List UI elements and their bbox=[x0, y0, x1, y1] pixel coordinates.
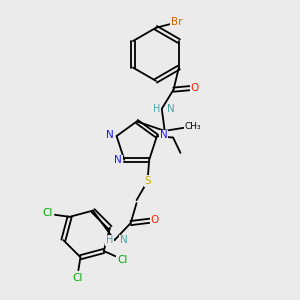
Text: N: N bbox=[167, 104, 175, 114]
Text: O: O bbox=[151, 215, 159, 225]
Text: CH₃: CH₃ bbox=[185, 122, 202, 131]
Text: Cl: Cl bbox=[72, 273, 83, 283]
Text: O: O bbox=[190, 83, 199, 93]
Text: N: N bbox=[120, 236, 128, 245]
Text: Cl: Cl bbox=[117, 255, 128, 265]
Text: Br: Br bbox=[171, 16, 182, 27]
Text: N: N bbox=[160, 130, 167, 140]
Text: H: H bbox=[106, 236, 113, 245]
Text: H: H bbox=[153, 104, 160, 114]
Text: N: N bbox=[106, 130, 114, 140]
Text: Cl: Cl bbox=[42, 208, 52, 218]
Text: N: N bbox=[114, 155, 122, 165]
Text: S: S bbox=[144, 176, 151, 186]
